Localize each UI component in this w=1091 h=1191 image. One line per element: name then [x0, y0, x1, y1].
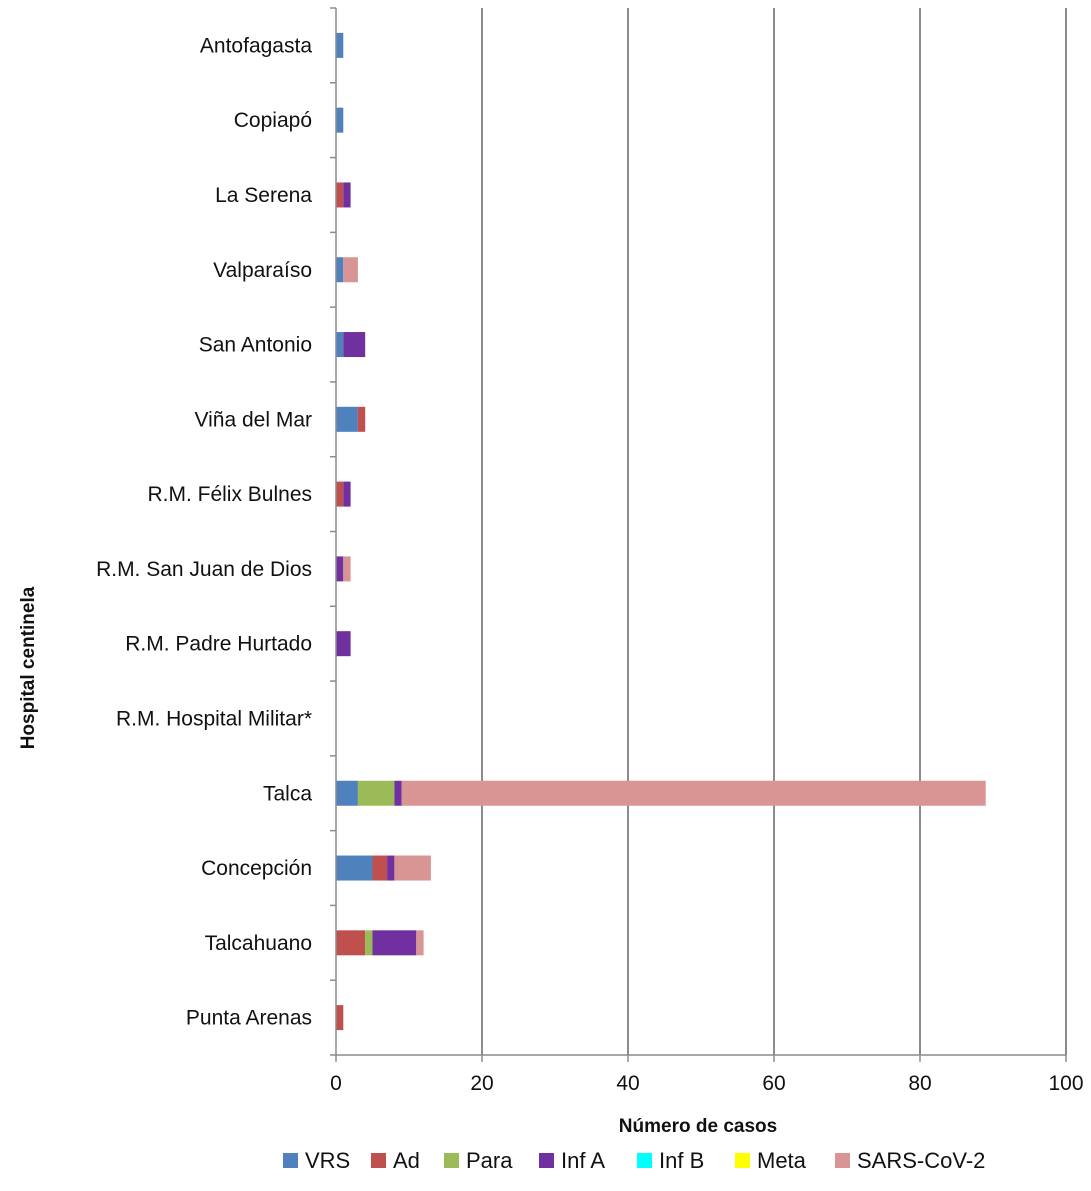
- bar-segment: [336, 780, 358, 806]
- bar-segment: [365, 930, 373, 956]
- category-label: Talca: [263, 782, 312, 805]
- legend-label: Ad: [393, 1148, 420, 1173]
- bar-segment: [357, 780, 395, 806]
- bar-segment: [372, 855, 388, 881]
- y-axis-title: Hospital centinela: [18, 586, 39, 749]
- bar-segment: [357, 406, 366, 432]
- category-label: R.M. Hospital Militar*: [116, 707, 312, 730]
- legend-swatch: [539, 1153, 554, 1168]
- bar-segment: [394, 780, 402, 806]
- labels: 0 20 40 60 80 100 Antofagasta Copiapó La Serena V…: [96, 34, 1083, 1095]
- x-tick-label: 60: [762, 1072, 785, 1095]
- bar-segment: [336, 855, 373, 881]
- bar-segment: [336, 481, 344, 507]
- legend-label: SARS-CoV-2: [857, 1148, 985, 1173]
- category-label: R.M. Félix Bulnes: [147, 483, 312, 506]
- bar-segment: [336, 32, 344, 58]
- x-tick-label: 40: [616, 1072, 639, 1095]
- bar-segment: [336, 556, 344, 582]
- category-label: La Serena: [215, 184, 312, 207]
- legend-label: VRS: [305, 1148, 350, 1173]
- legend-label: Inf A: [561, 1148, 605, 1173]
- category-label: R.M. Padre Hurtado: [125, 633, 312, 656]
- bar-segment: [343, 182, 351, 208]
- bar-segment: [401, 780, 986, 806]
- category-label: R.M. San Juan de Dios: [96, 558, 312, 581]
- x-tick-label: 0: [330, 1072, 342, 1095]
- bar-segment: [387, 855, 395, 881]
- bar-segment: [343, 481, 351, 507]
- legend-swatch: [637, 1153, 652, 1168]
- bar-segment: [336, 257, 344, 283]
- bar-segment: [336, 332, 344, 358]
- bar-segment: [416, 930, 424, 956]
- bar-segment: [343, 257, 358, 283]
- bar-segment: [394, 855, 431, 881]
- bars: [336, 32, 986, 1031]
- legend-swatch: [735, 1153, 750, 1168]
- legend-label: Para: [466, 1148, 513, 1173]
- bar-segment: [372, 930, 417, 956]
- bar-segment: [336, 107, 344, 133]
- bar-segment: [336, 182, 344, 208]
- category-label: Antofagasta: [200, 34, 312, 57]
- bar-segment: [343, 556, 351, 582]
- x-axis-title: Número de casos: [619, 1116, 777, 1137]
- bar-segment: [336, 1005, 344, 1031]
- bar-segment: [343, 332, 366, 358]
- x-tick-label: 100: [1048, 1072, 1083, 1095]
- category-label: Valparaíso: [213, 259, 312, 282]
- category-label: Concepción: [201, 857, 312, 880]
- legend-label: Meta: [757, 1148, 807, 1173]
- legend: VRS Ad Para Inf A Inf B Meta SARS-CoV-2: [283, 1148, 985, 1173]
- bar-segment: [336, 631, 351, 657]
- x-tick-label: 20: [470, 1072, 493, 1095]
- category-label: San Antonio: [199, 334, 312, 357]
- category-label: Punta Arenas: [186, 1007, 312, 1030]
- legend-swatch: [283, 1153, 298, 1168]
- bar-segment: [336, 930, 366, 956]
- legend-swatch: [835, 1153, 850, 1168]
- axes: [330, 7, 1067, 1062]
- category-label: Viña del Mar: [194, 408, 312, 431]
- legend-swatch: [371, 1153, 386, 1168]
- category-label: Copiapó: [234, 109, 312, 132]
- category-label: Talcahuano: [205, 932, 312, 955]
- bar-segment: [336, 406, 358, 432]
- grid-lines: [481, 8, 1067, 1055]
- legend-label: Inf B: [659, 1148, 704, 1173]
- x-tick-label: 80: [908, 1072, 931, 1095]
- legend-swatch: [444, 1153, 459, 1168]
